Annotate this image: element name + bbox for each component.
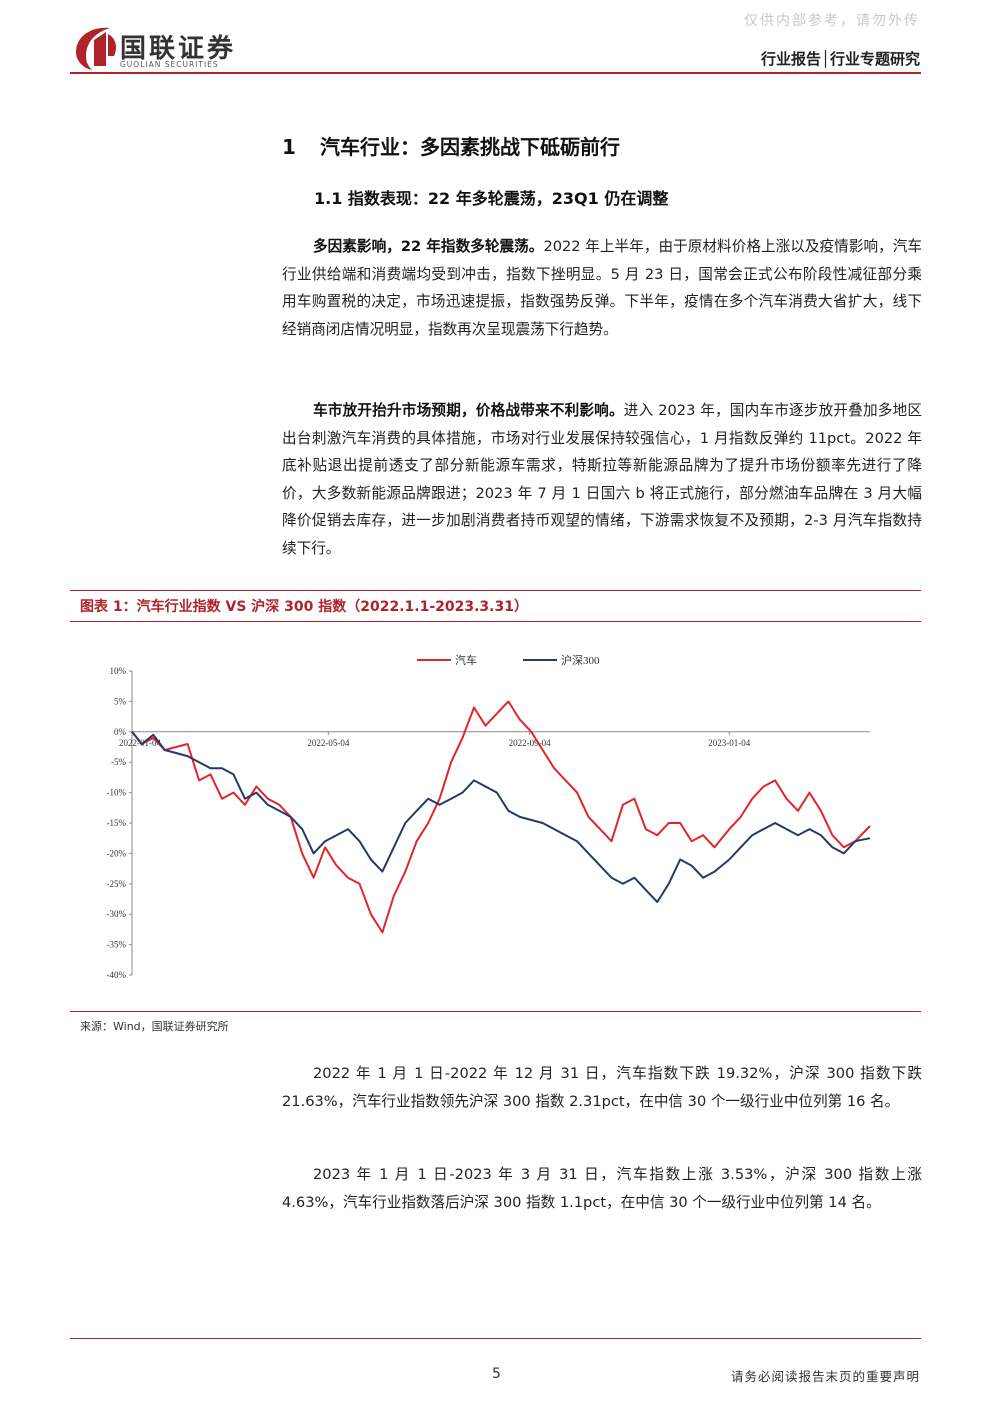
paragraph-1: 多因素影响，22 年指数多轮震荡。2022 年上半年，由于原材料价格上涨以及疫情…	[282, 233, 922, 343]
report-type: 行业报告│行业专题研究	[760, 50, 920, 68]
y-tick-label: -15%	[107, 818, 127, 828]
subsection-heading: 1.1 指数表现：22 年多轮震荡，23Q1 仍在调整	[314, 189, 669, 208]
y-tick-label: -20%	[107, 848, 127, 858]
paragraph-1-lead: 多因素影响，22 年指数多轮震荡。	[313, 238, 544, 255]
x-tick-label: 2022-05-04	[307, 738, 349, 748]
line-chart: 10% 5% 0% -5% -10% -15% -20% -25% -30% -35% -40% 20…	[107, 653, 871, 980]
page-number: 5	[492, 1366, 501, 1382]
series-line-2	[131, 731, 871, 903]
watermark-text: 仅供内部参考，请勿外传	[744, 13, 920, 29]
figure-title: 图表 1：汽车行业指数 VS 沪深 300 指数（2022.1.1-2023.3…	[80, 599, 528, 615]
x-tick-label: 2023-01-04	[708, 738, 750, 748]
paragraph-2-lead: 车市放开抬升市场预期，价格战带来不利影响。	[313, 402, 624, 419]
paragraph-2-body: 进入 2023 年，国内车市逐步放开叠加多地区出台刺激汽车消费的具体措施，市场对…	[282, 402, 922, 557]
figure-source: 来源：Wind，国联证券研究所	[80, 1020, 229, 1033]
series-line-1	[131, 700, 871, 934]
legend-label-1: 汽车	[455, 653, 477, 667]
section-heading: 1 汽车行业：多因素挑战下砥砺前行	[282, 131, 620, 160]
company-name-cn: 国联证券	[120, 34, 237, 64]
y-tick-label: -30%	[107, 909, 127, 919]
y-tick-label: 10%	[110, 666, 127, 676]
footer-disclaimer: 请务必阅读报告末页的重要声明	[730, 1369, 920, 1384]
company-name-en: GUOLIAN SECURITIES	[120, 60, 219, 69]
y-tick-label: -10%	[107, 788, 127, 798]
y-tick-label: -5%	[111, 757, 126, 767]
y-tick-label: 5%	[114, 696, 127, 706]
paragraph-2: 车市放开抬升市场预期，价格战带来不利影响。进入 2023 年，国内车市逐步放开叠…	[282, 397, 922, 562]
figure-title-bar	[70, 590, 921, 622]
footer-divider	[70, 1338, 921, 1339]
section-number: 1	[282, 135, 296, 159]
y-tick-label: -25%	[107, 879, 127, 889]
y-tick-label: 0%	[114, 727, 127, 737]
section-title: 汽车行业：多因素挑战下砥砺前行	[320, 135, 620, 159]
x-tick-label: 2022-09-04	[509, 738, 551, 748]
company-logo	[76, 27, 116, 71]
y-tick-label: -35%	[107, 940, 127, 950]
paragraph-1-body: 2022 年上半年，由于原材料价格上涨以及疫情影响，汽车行业供给端和消费端均受到…	[282, 238, 922, 338]
legend-label-2: 沪深300	[561, 653, 600, 667]
paragraph-3: 2022 年 1 月 1 日-2022 年 12 月 31 日，汽车指数下跌 1…	[282, 1065, 922, 1110]
figure-bottom-rule	[70, 1011, 921, 1012]
paragraph-4: 2023 年 1 月 1 日-2023 年 3 月 31 日，汽车指数上涨 3.…	[282, 1166, 922, 1211]
y-tick-label: -40%	[107, 970, 127, 980]
header-divider	[70, 72, 921, 74]
